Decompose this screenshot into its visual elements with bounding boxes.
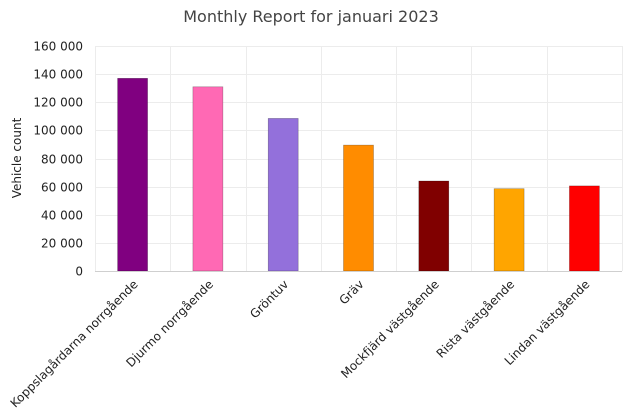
y-tick-label: 40 000 bbox=[41, 209, 83, 223]
bar bbox=[117, 78, 148, 272]
y-tick-label: 0 bbox=[75, 265, 83, 279]
bar bbox=[418, 180, 450, 272]
bar bbox=[493, 188, 525, 272]
x-tick-label: Rista västgående bbox=[434, 277, 518, 361]
y-tick-label: 120 000 bbox=[33, 96, 83, 110]
y-tick-label: 60 000 bbox=[41, 181, 83, 195]
y-tick-label: 100 000 bbox=[33, 124, 83, 138]
grid bbox=[95, 46, 623, 271]
chart-title: Monthly Report for januari 2023 bbox=[183, 7, 439, 26]
x-tick-label: Djurmo norrgående bbox=[123, 277, 216, 370]
bar bbox=[569, 185, 600, 272]
x-tick-label: Gräv bbox=[336, 277, 366, 307]
y-tick-label: 140 000 bbox=[33, 68, 83, 82]
bar bbox=[343, 144, 374, 272]
x-tick-label: Lindan västgående bbox=[502, 277, 593, 368]
y-axis-label: Vehicle count bbox=[10, 117, 24, 198]
y-tick-label: 160 000 bbox=[33, 40, 83, 54]
x-tick-label: Gröntuv bbox=[247, 277, 291, 321]
y-tick-label: 20 000 bbox=[41, 237, 83, 251]
y-tick-label: 80 000 bbox=[41, 153, 83, 167]
y-tick-labels: 0 20 000 40 000 60 000 80 000 100 000 120 000 1… bbox=[33, 40, 83, 279]
bar bbox=[192, 86, 224, 272]
bar bbox=[267, 118, 299, 272]
x-tick-label: Koppslagårdarna norrgående bbox=[8, 277, 141, 410]
bars bbox=[117, 78, 600, 272]
